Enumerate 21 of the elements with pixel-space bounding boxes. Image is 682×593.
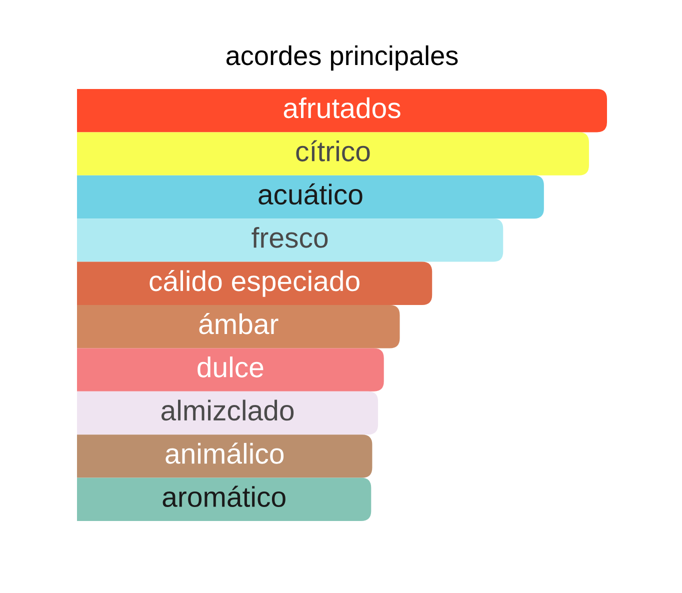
y-tick-label: acuático [258,183,362,205]
bar [77,89,607,132]
chart-title: acordes principales [226,45,458,71]
bar [77,391,378,435]
y-tick-label: animálico [166,442,284,464]
bar [77,434,372,478]
y-tick-label: afrutados [284,97,400,118]
bar [77,218,504,262]
y-tick-label: ámbar [199,312,278,334]
bar [77,348,384,392]
bar [77,262,432,305]
bar [77,132,589,176]
y-tick-label: cítrico [296,140,370,162]
bar [77,305,400,348]
bar [77,478,372,521]
y-tick-label: cálido especiado [150,270,360,297]
y-tick-label: fresco [252,226,328,248]
y-tick-label: dulce [198,356,264,378]
bar [77,175,544,219]
y-tick-label: aromático [162,486,286,508]
y-tick-label: almizclado [161,400,294,421]
